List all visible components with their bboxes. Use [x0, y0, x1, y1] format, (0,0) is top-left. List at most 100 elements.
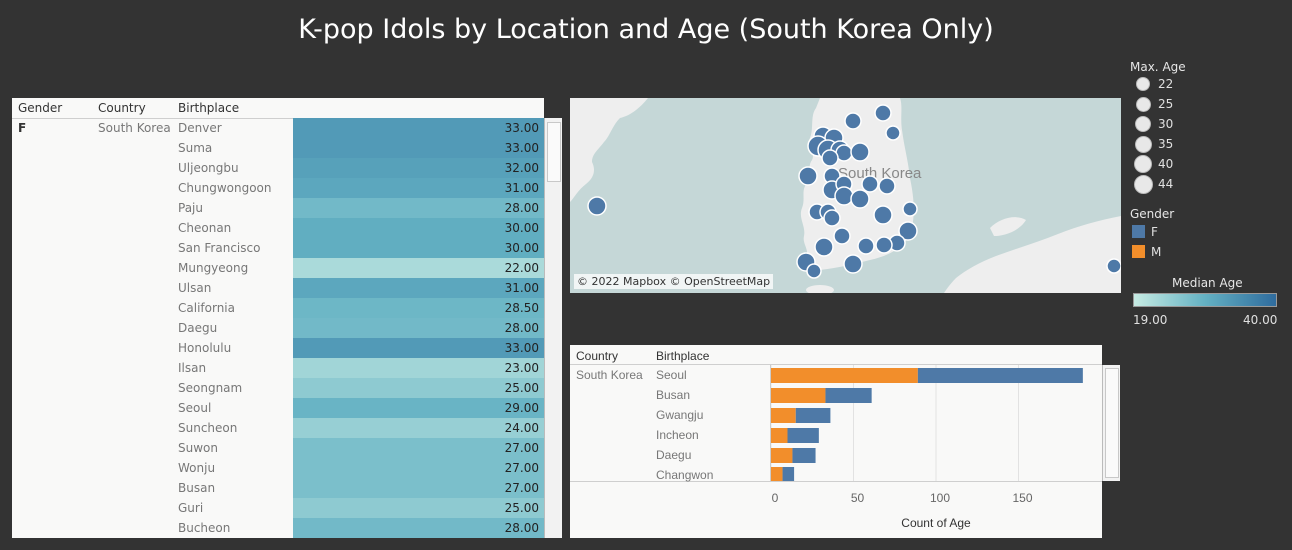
birthplace-label: Seongnam: [178, 378, 242, 398]
birthplace-age-table: Gender Country Birthplace F South Korea …: [12, 98, 544, 538]
map-location-dot[interactable]: [875, 105, 891, 121]
map-location-dot[interactable]: [824, 210, 840, 226]
map-location-dot[interactable]: [815, 238, 833, 256]
map-location-dot[interactable]: [886, 126, 900, 140]
legend-max-age-label[interactable]: 30: [1158, 117, 1173, 131]
median-age-cell[interactable]: 33.00: [293, 138, 544, 158]
birthplace-label: Guri: [178, 498, 203, 518]
column-header-birthplace[interactable]: Birthplace: [178, 98, 239, 118]
bar-chart-scrollbar[interactable]: [1102, 365, 1120, 481]
median-age-cell[interactable]: 33.00: [293, 118, 544, 138]
map-land-japan-island: [990, 217, 1026, 236]
bar-chart-canvas: Country Birthplace 0 50 100 150 South Korea Seo…: [570, 345, 1102, 538]
legend-max-age-circle[interactable]: [1135, 136, 1152, 153]
bar-female[interactable]: [792, 448, 815, 463]
bar-male[interactable]: [771, 428, 788, 443]
legend-max-age-circle[interactable]: [1134, 155, 1152, 173]
bar-male[interactable]: [771, 467, 783, 481]
median-age-cell[interactable]: 33.00: [293, 338, 544, 358]
table-scrollbar[interactable]: [544, 118, 562, 538]
median-age-cell[interactable]: 27.00: [293, 458, 544, 478]
birthplace-label: Suwon: [178, 438, 218, 458]
bar-chart-scrollbar-thumb[interactable]: [1105, 368, 1119, 478]
map-location-dot[interactable]: [851, 190, 869, 208]
median-age-cell[interactable]: 28.00: [293, 198, 544, 218]
map-location-dot[interactable]: [834, 228, 850, 244]
birthplace-label: Busan: [178, 478, 215, 498]
median-age-cell[interactable]: 32.00: [293, 158, 544, 178]
legend-median-age-title: Median Age: [1172, 276, 1243, 290]
map-land-jeju: [806, 285, 834, 293]
median-age-cell[interactable]: 30.00: [293, 218, 544, 238]
median-age-cell[interactable]: 25.00: [293, 378, 544, 398]
median-age-cell[interactable]: 22.00: [293, 258, 544, 278]
map-location-dot[interactable]: [807, 264, 821, 278]
map-location-dot[interactable]: [876, 237, 892, 253]
median-age-cell[interactable]: 24.00: [293, 418, 544, 438]
map-location-dot[interactable]: [862, 176, 878, 192]
map-location-dot[interactable]: [851, 143, 869, 161]
legend-swatch-female[interactable]: [1132, 225, 1145, 238]
bar-female[interactable]: [788, 428, 819, 443]
map-canvas: South Korea: [570, 98, 1121, 293]
median-age-cell[interactable]: 28.50: [293, 298, 544, 318]
bar-category-label: Changwon: [656, 468, 713, 482]
legend-max-age-circle[interactable]: [1136, 77, 1150, 91]
korea-map[interactable]: South Korea © 2022 Mapbox © OpenStreetMa…: [570, 98, 1121, 293]
map-location-dot[interactable]: [903, 202, 917, 216]
map-location-dot[interactable]: [874, 206, 892, 224]
legend-max-age-label[interactable]: 22: [1158, 77, 1173, 91]
column-header-country[interactable]: Country: [98, 98, 146, 118]
map-location-dot[interactable]: [879, 178, 895, 194]
map-location-dot[interactable]: [588, 197, 606, 215]
column-header-gender[interactable]: Gender: [18, 98, 62, 118]
bar-male[interactable]: [771, 388, 825, 403]
map-location-dot[interactable]: [858, 238, 874, 254]
bar-female[interactable]: [796, 408, 831, 423]
bar-category-label: Gwangju: [656, 408, 703, 422]
bar-male[interactable]: [771, 448, 792, 463]
bar-male[interactable]: [771, 368, 918, 383]
legend-swatch-male[interactable]: [1132, 245, 1145, 258]
bar-female[interactable]: [783, 467, 795, 481]
median-age-cell[interactable]: 30.00: [293, 238, 544, 258]
legend-label-female[interactable]: F: [1151, 225, 1158, 239]
bar-column-header-country[interactable]: Country: [576, 349, 618, 363]
bar-male[interactable]: [771, 408, 796, 423]
bar-column-header-birthplace[interactable]: Birthplace: [656, 349, 710, 363]
map-land-china: [570, 98, 648, 202]
map-credit[interactable]: © 2022 Mapbox © OpenStreetMap: [574, 274, 773, 289]
legend-max-age-circle[interactable]: [1136, 97, 1151, 112]
birthplace-label: Denver: [178, 118, 222, 138]
bar-female[interactable]: [825, 388, 871, 403]
x-tick-label: 150: [1012, 491, 1032, 505]
map-location-dot[interactable]: [835, 187, 853, 205]
median-age-cell[interactable]: 31.00: [293, 178, 544, 198]
median-age-cell[interactable]: 23.00: [293, 358, 544, 378]
map-location-dot[interactable]: [1107, 259, 1121, 273]
map-location-dot[interactable]: [845, 113, 861, 129]
legend-max-age-label[interactable]: 40: [1158, 157, 1173, 171]
map-location-dot[interactable]: [844, 255, 862, 273]
median-age-cell[interactable]: 31.00: [293, 278, 544, 298]
table-scrollbar-thumb[interactable]: [547, 122, 561, 182]
median-age-cell[interactable]: 28.00: [293, 318, 544, 338]
median-age-cell[interactable]: 27.00: [293, 478, 544, 498]
bar-category-label: Incheon: [656, 428, 699, 442]
median-age-cell[interactable]: 28.00: [293, 518, 544, 538]
legend-max-age-circle[interactable]: [1134, 175, 1153, 194]
median-age-cell[interactable]: 29.00: [293, 398, 544, 418]
bar-female[interactable]: [918, 368, 1083, 383]
legend-label-male[interactable]: M: [1151, 245, 1161, 259]
legend-max-age-label[interactable]: 35: [1158, 137, 1173, 151]
map-location-dot[interactable]: [822, 150, 838, 166]
legend-max-age-label[interactable]: 44: [1158, 177, 1173, 191]
bar-category-label: Daegu: [656, 448, 691, 462]
legend-max-age-circle[interactable]: [1135, 116, 1151, 132]
legend-max-age-label[interactable]: 25: [1158, 97, 1173, 111]
map-location-dot[interactable]: [799, 167, 817, 185]
birthplace-label: Cheonan: [178, 218, 231, 238]
median-age-cell[interactable]: 25.00: [293, 498, 544, 518]
median-age-cell[interactable]: 27.00: [293, 438, 544, 458]
birthplace-label: California: [178, 298, 235, 318]
